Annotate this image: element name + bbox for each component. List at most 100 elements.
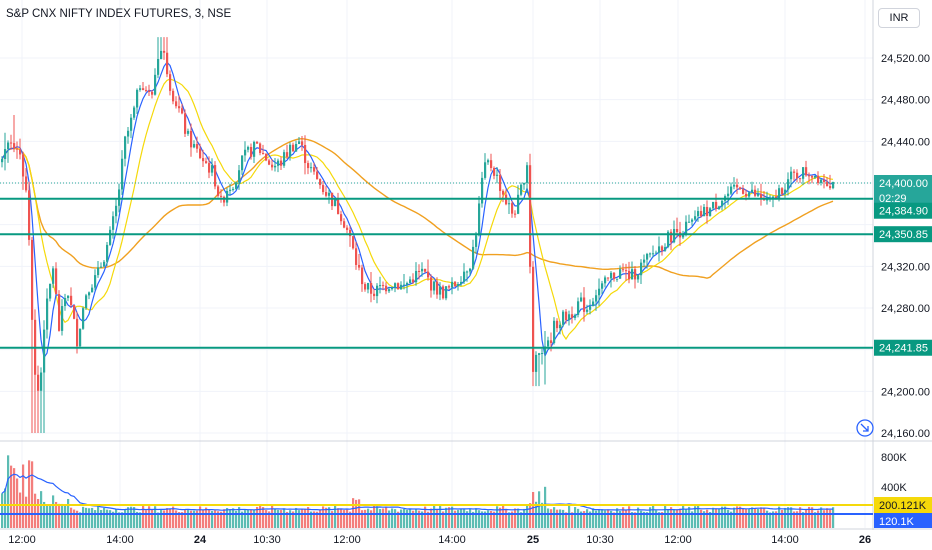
candle-body bbox=[382, 285, 385, 287]
volume-bar bbox=[583, 511, 586, 528]
volume-bar bbox=[565, 512, 568, 528]
candle-body bbox=[79, 328, 82, 347]
volume-bar bbox=[568, 505, 571, 528]
candle-body bbox=[262, 152, 265, 154]
candle-body bbox=[49, 283, 52, 299]
volume-bar bbox=[367, 508, 370, 528]
volume-bar bbox=[550, 509, 553, 528]
volume-bar bbox=[628, 506, 631, 528]
candle-body bbox=[790, 171, 793, 180]
volume-bar bbox=[601, 509, 604, 528]
volume-bar bbox=[655, 510, 658, 528]
candle-body bbox=[142, 88, 145, 90]
volume-bar bbox=[541, 502, 544, 528]
candle-body bbox=[688, 221, 691, 223]
time-tick-label: 14:00 bbox=[771, 534, 799, 546]
volume-ma-line bbox=[1, 473, 833, 511]
volume-bar bbox=[118, 512, 121, 528]
candle-body bbox=[349, 229, 352, 237]
volume-bar bbox=[667, 509, 670, 528]
candle-body bbox=[595, 295, 598, 302]
volume-bar bbox=[577, 508, 580, 528]
volume-bar bbox=[73, 509, 76, 528]
volume-bars bbox=[1, 455, 835, 528]
candle-body bbox=[493, 167, 496, 176]
volume-bar bbox=[682, 506, 685, 528]
volume-axis[interactable]: 800K 400K bbox=[881, 452, 907, 494]
volume-bar bbox=[574, 507, 577, 528]
volume-bar bbox=[172, 506, 175, 528]
candle-body bbox=[373, 293, 376, 297]
candle-body bbox=[211, 165, 214, 173]
volume-bar bbox=[733, 507, 736, 528]
volume-bar bbox=[781, 509, 784, 528]
candle-body bbox=[343, 221, 346, 228]
volume-bar bbox=[754, 508, 757, 528]
candle-body bbox=[145, 89, 148, 91]
volume-bar bbox=[742, 508, 745, 528]
candle-body bbox=[805, 167, 808, 176]
price-axis[interactable]: 24,520.00 24,480.00 24,440.00 24,320.00 24,2… bbox=[881, 53, 930, 440]
candle-body bbox=[205, 161, 208, 164]
volume-bar bbox=[94, 510, 97, 528]
candle-body bbox=[193, 144, 196, 148]
candle-body bbox=[682, 234, 685, 238]
volume-bar bbox=[517, 508, 520, 528]
svg-text:24,350.85: 24,350.85 bbox=[879, 229, 928, 241]
go-to-realtime-icon[interactable] bbox=[856, 419, 874, 437]
candle-body bbox=[229, 189, 232, 191]
volume-bar bbox=[295, 507, 298, 528]
candle-body bbox=[13, 143, 16, 149]
candle-body bbox=[592, 301, 595, 307]
volume-bar bbox=[769, 512, 772, 528]
price-tick-label: 24,160.00 bbox=[881, 428, 930, 440]
volume-bar bbox=[622, 507, 625, 528]
time-axis[interactable]: 12:00 14:00 24 10:30 12:00 14:00 25 10:30 12:00 1… bbox=[8, 534, 871, 546]
candle-body bbox=[598, 288, 601, 296]
candle-body bbox=[442, 286, 445, 299]
volume-bar bbox=[235, 510, 238, 528]
volume-bar bbox=[19, 492, 22, 528]
volume-bar bbox=[106, 509, 109, 528]
candle-body bbox=[508, 203, 511, 205]
candle-body bbox=[157, 59, 160, 75]
candle-body bbox=[814, 175, 817, 178]
volume-bar bbox=[85, 507, 88, 528]
volume-bar bbox=[508, 512, 511, 528]
candle-body bbox=[133, 107, 136, 118]
candle-body bbox=[403, 284, 406, 286]
level-lines[interactable] bbox=[0, 182, 873, 349]
volume-bar bbox=[70, 507, 73, 528]
volume-bar bbox=[310, 511, 313, 528]
volume-bar bbox=[556, 509, 559, 528]
volume-bar bbox=[64, 504, 67, 528]
volume-bar bbox=[7, 455, 10, 528]
volume-bar bbox=[166, 508, 169, 528]
candle-body bbox=[289, 144, 292, 157]
pane-dividers bbox=[0, 0, 932, 530]
candle-body bbox=[436, 281, 439, 295]
volume-bar bbox=[61, 503, 64, 528]
candle-body bbox=[334, 199, 337, 207]
candle-body bbox=[274, 165, 277, 168]
time-tick-label: 12:00 bbox=[664, 534, 692, 546]
candle-body bbox=[517, 194, 520, 214]
volume-bar bbox=[691, 511, 694, 528]
volume-bar bbox=[202, 509, 205, 528]
volume-bar bbox=[58, 503, 61, 528]
level-label-2: 24,241.85 bbox=[874, 339, 932, 356]
candle-body bbox=[637, 275, 640, 280]
volume-bar bbox=[262, 507, 265, 528]
candle-body bbox=[526, 165, 529, 183]
candles bbox=[1, 37, 835, 433]
candle-body bbox=[184, 113, 187, 134]
volume-bar bbox=[661, 512, 664, 528]
candle-body bbox=[241, 155, 244, 171]
currency-button[interactable]: INR bbox=[878, 8, 920, 28]
candle-body bbox=[271, 164, 274, 168]
volume-bar bbox=[136, 511, 139, 528]
volume-bar bbox=[592, 508, 595, 528]
candle-body bbox=[706, 206, 709, 216]
candle-body bbox=[715, 201, 718, 210]
candle-body bbox=[628, 270, 631, 280]
